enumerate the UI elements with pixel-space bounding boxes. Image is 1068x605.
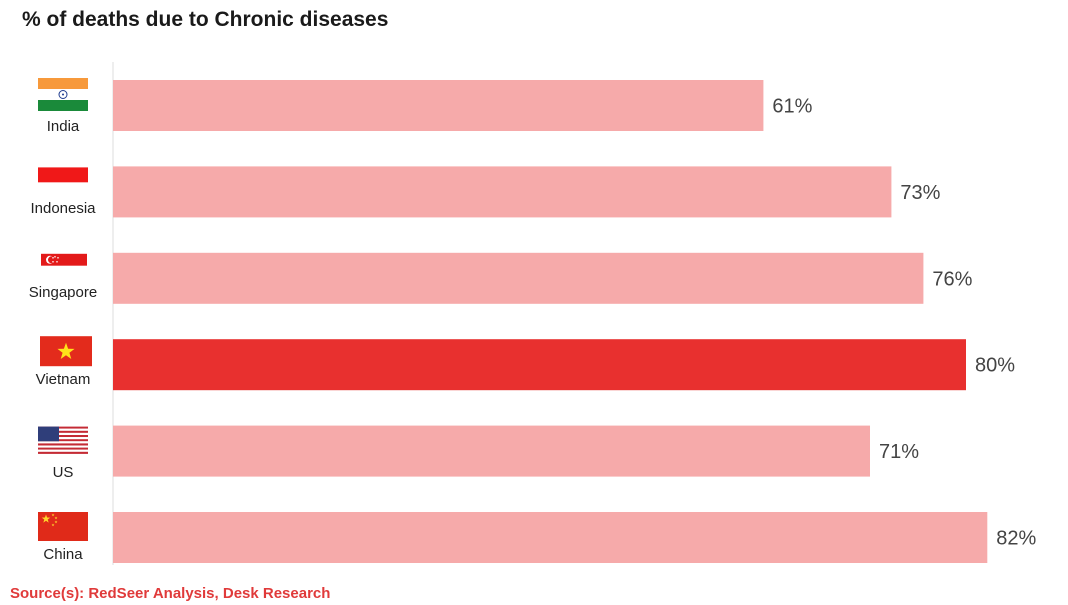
data-label: 73% bbox=[900, 182, 940, 204]
indonesia-flag-icon bbox=[38, 167, 88, 197]
bar-singapore bbox=[113, 252, 924, 304]
singapore-flag-icon bbox=[41, 253, 87, 277]
bar-vietnam bbox=[113, 339, 966, 391]
category-label: US bbox=[53, 464, 74, 481]
source-note: Source(s): RedSeer Analysis, Desk Resear… bbox=[10, 585, 331, 602]
category-label: India bbox=[47, 118, 80, 135]
bar-indonesia bbox=[113, 166, 892, 218]
data-label: 71% bbox=[879, 441, 919, 463]
category-label: Vietnam bbox=[36, 371, 91, 388]
data-label: 76% bbox=[932, 268, 972, 290]
data-label: 80% bbox=[975, 355, 1015, 377]
china-flag-icon bbox=[38, 512, 88, 541]
us-flag-icon bbox=[38, 426, 88, 454]
data-label: 61% bbox=[772, 96, 812, 118]
vietnam-flag-icon bbox=[40, 336, 92, 367]
bar-us bbox=[113, 425, 870, 477]
data-label: 82% bbox=[996, 528, 1036, 550]
bar-chart: 61% India 73% Indonesia 76% Singapore 80% Vietn… bbox=[29, 62, 1037, 565]
bar-india bbox=[113, 80, 764, 131]
india-flag-icon bbox=[38, 78, 88, 111]
chart-title: % of deaths due to Chronic diseases bbox=[22, 8, 389, 31]
category-label: Singapore bbox=[29, 284, 97, 301]
bar-china bbox=[113, 512, 988, 563]
category-label: Indonesia bbox=[30, 200, 96, 217]
category-label: China bbox=[43, 546, 83, 563]
